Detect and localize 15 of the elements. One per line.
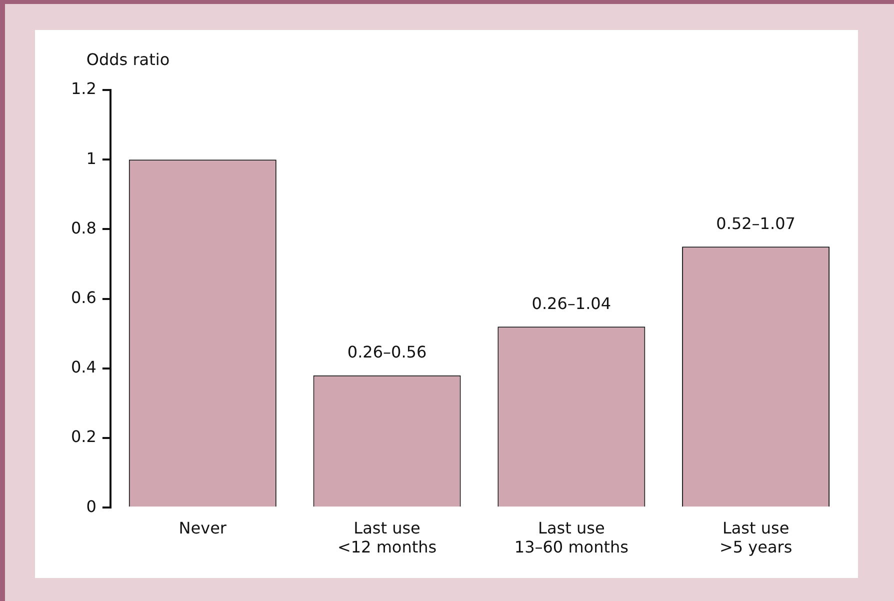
annotation: 0.26–1.04 [532,294,612,313]
y-tick-label: 0.2 [70,427,96,446]
y-tick-label: 0.6 [70,288,96,307]
x-tick-label: Last use <12 months [337,518,437,557]
x-tick-label: Never [178,518,227,538]
y-tick-label: 0 [86,496,96,516]
annotation: 0.26–0.56 [347,342,427,362]
y-tick-label: 1 [86,148,96,168]
y-tick-label: 0.8 [70,218,96,238]
y-axis-title: Odds ratio [86,50,170,69]
x-tick-label: Last use >5 years [719,518,792,557]
x-tick-label: Last use 13–60 months [514,518,628,557]
annotation: 0.52–1.07 [716,214,796,233]
y-tick-label: 1.2 [70,79,96,98]
y-tick-label: 0.4 [70,358,96,377]
